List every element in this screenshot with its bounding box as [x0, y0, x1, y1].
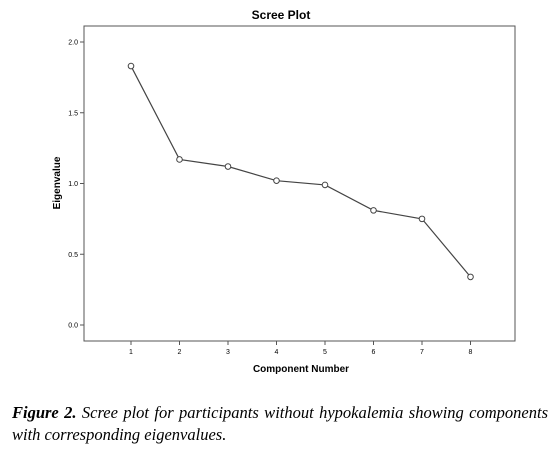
y-tick-label: 0.5 — [68, 252, 78, 259]
series-layer — [127, 62, 474, 281]
y-tick-label: 1.0 — [68, 181, 78, 188]
y-axis: 0.0 0.5 1.0 1.5 2.0 — [68, 40, 84, 330]
y-tick-label: 1.5 — [68, 110, 78, 117]
x-tick-label: 7 — [420, 349, 424, 356]
data-point-marker — [224, 163, 232, 170]
plot-area-frame — [83, 25, 516, 342]
y-axis-label: Eigenvalue — [52, 156, 63, 209]
x-tick-label: 8 — [469, 349, 473, 356]
x-tick-label: 3 — [226, 349, 230, 356]
data-point-marker — [370, 207, 377, 214]
data-point-marker — [127, 62, 135, 70]
figure-caption: Figure 2. Scree plot for participants wi… — [12, 402, 548, 446]
data-point-marker — [273, 177, 280, 184]
x-tick-label: 1 — [129, 349, 133, 356]
x-axis: 1 2 3 4 5 6 7 8 — [129, 341, 473, 356]
x-axis-label: Component Number — [253, 364, 349, 375]
scree-plot-chart: Scree Plot 0.0 0.5 1.0 1.5 2.0 1 2 3 4 5 6 7 8 Eige… — [52, 8, 516, 375]
series-line — [130, 65, 471, 278]
data-point-marker — [321, 181, 329, 189]
caption-text: Scree plot for participants without hypo… — [12, 403, 548, 444]
data-point-marker — [467, 273, 474, 281]
x-tick-label: 6 — [372, 349, 376, 356]
chart-title: Scree Plot — [252, 8, 311, 22]
x-tick-label: 5 — [323, 349, 327, 356]
data-point-marker — [418, 215, 426, 223]
y-tick-label: 0.0 — [68, 323, 78, 330]
x-tick-label: 2 — [178, 349, 182, 356]
x-tick-label: 4 — [275, 349, 279, 356]
data-point-marker — [176, 156, 183, 163]
caption-label: Figure 2. — [12, 403, 77, 422]
y-tick-label: 2.0 — [68, 40, 78, 47]
